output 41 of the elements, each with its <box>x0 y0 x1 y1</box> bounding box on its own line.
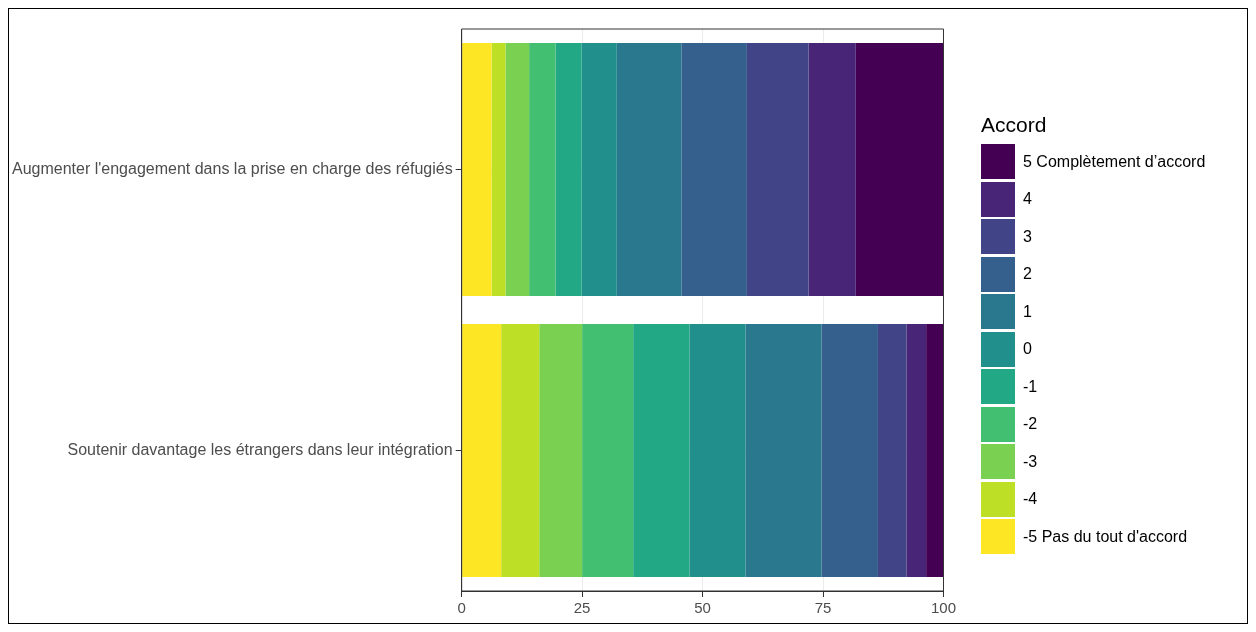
legend-title: Accord <box>981 113 1048 137</box>
bar <box>539 324 583 577</box>
bar <box>821 324 878 577</box>
bar <box>855 43 944 296</box>
legend-label: 2 <box>1023 265 1032 284</box>
x-tick-label: 25 <box>573 599 591 617</box>
legend-label: -5 Pas du tout d'accord <box>1023 527 1188 546</box>
legend-label: -4 <box>1023 490 1038 509</box>
bar <box>877 324 907 577</box>
bar <box>808 43 856 296</box>
bar <box>745 324 822 577</box>
bar <box>462 43 492 296</box>
x-tick-label: 75 <box>814 599 832 617</box>
legend-label: 3 <box>1023 227 1032 246</box>
bar <box>681 43 747 296</box>
bar <box>529 43 556 296</box>
bar <box>926 324 944 577</box>
x-tick-label: 0 <box>457 599 466 617</box>
legend-label: -1 <box>1023 377 1038 396</box>
bar <box>746 43 809 296</box>
y-tick-label: Soutenir davantage les étrangers dans leur intégration <box>67 440 453 458</box>
x-tick-label: 100 <box>930 599 956 617</box>
bar <box>906 324 927 577</box>
x-tick-label: 50 <box>694 599 711 617</box>
bar <box>633 324 690 577</box>
bar <box>582 324 634 577</box>
bar <box>555 43 582 296</box>
legend-label: -3 <box>1023 452 1038 471</box>
bar <box>581 43 617 296</box>
legend-label: 4 <box>1023 190 1032 209</box>
bar <box>462 324 502 577</box>
legend-label: -2 <box>1023 415 1038 434</box>
bar <box>491 43 506 296</box>
legend-label: 1 <box>1023 302 1032 321</box>
legend-label: 5 Complètement d’accord <box>1023 152 1206 171</box>
bar <box>616 43 682 296</box>
y-tick-label: Augmenter l'engagement dans la prise en charge des réfugiés <box>11 159 453 177</box>
bar <box>501 324 540 577</box>
legend-label: 0 <box>1023 340 1032 359</box>
bar <box>689 324 746 577</box>
bar <box>505 43 530 296</box>
